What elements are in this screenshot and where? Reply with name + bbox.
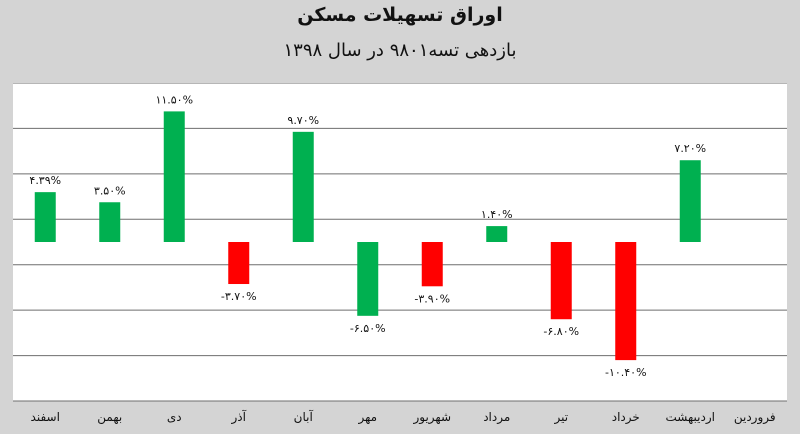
data-label: ۳.۵۰% [94, 184, 126, 197]
category-label: اردیبهشت [666, 410, 715, 425]
bar [550, 242, 572, 320]
category-label: فروردین [734, 410, 776, 425]
category-label: دی [167, 410, 182, 424]
bar [163, 111, 185, 242]
bar [34, 192, 56, 242]
category-label: شهریور [412, 410, 451, 425]
data-label: ۱.۴۰% [481, 208, 513, 221]
category-label: آذر [231, 409, 247, 425]
data-label: ۴.۳۹% [29, 174, 61, 187]
data-label: -۳.۹۰% [414, 292, 450, 305]
chart-title: اوراق تسهیلات مسکن [297, 4, 503, 26]
chart-subtitle: بازدهی تسه۹۸۰۱ در سال ۱۳۹۸ [283, 40, 517, 61]
bar [357, 242, 379, 316]
bar [228, 242, 250, 285]
data-label: -۳.۷۰% [221, 290, 257, 303]
plot-area [13, 83, 787, 401]
bar [486, 226, 508, 242]
data-label: -۱۰.۴۰% [605, 366, 647, 379]
bar [421, 242, 443, 287]
category-label: آبان [294, 409, 314, 424]
category-label: مرداد [483, 410, 510, 425]
data-label: -۶.۵۰% [350, 322, 386, 335]
category-label: بهمن [97, 410, 122, 425]
category-label: خرداد [612, 410, 640, 425]
data-label: -۶.۸۰% [543, 325, 579, 338]
bar [679, 160, 701, 242]
category-label: اسفند [31, 410, 60, 424]
bar-chart: ۷.۲۰% -۱۰.۴۰% -۶.۸۰% ۱.۴۰% -۳.۹۰% -۶.۵۰% ۹.۷۰%… [13, 83, 787, 425]
data-label: ۹.۷۰% [287, 114, 319, 127]
bar [99, 202, 121, 242]
data-label: ۷.۲۰% [674, 142, 706, 155]
category-label: تیر [553, 410, 568, 425]
bar [615, 242, 637, 361]
category-label: مهر [357, 410, 377, 425]
bar [292, 131, 314, 242]
data-label: ۱۱.۵۰% [155, 93, 193, 106]
